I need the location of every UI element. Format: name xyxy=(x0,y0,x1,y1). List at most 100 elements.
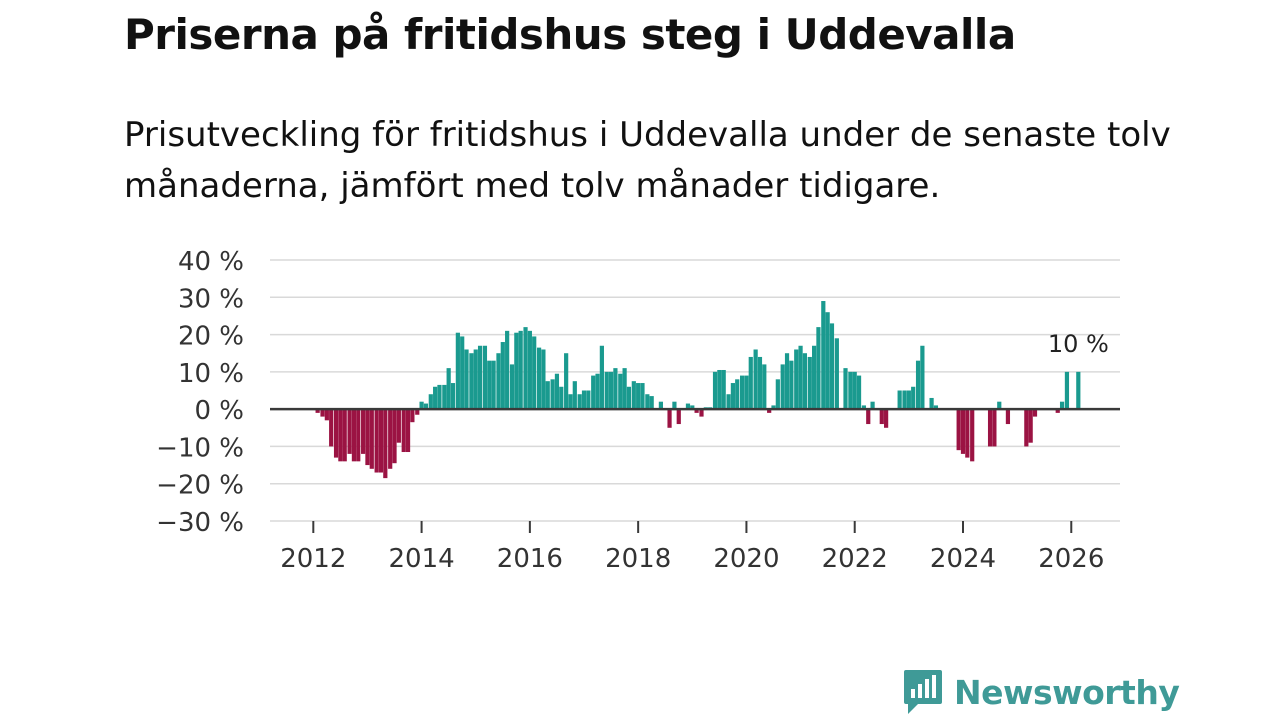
bar xyxy=(369,409,374,469)
bar xyxy=(383,409,388,479)
bar xyxy=(933,405,939,410)
bar xyxy=(613,368,618,410)
bar xyxy=(401,409,406,453)
brand-name: Newsworthy xyxy=(954,672,1180,712)
bar xyxy=(767,409,772,413)
bar xyxy=(1076,371,1081,410)
bar xyxy=(735,379,740,410)
bar xyxy=(1055,409,1060,413)
x-tick-label: 2014 xyxy=(389,544,455,574)
bar xyxy=(541,349,546,410)
bar xyxy=(604,371,609,410)
bar xyxy=(676,409,681,425)
bar xyxy=(374,409,379,473)
y-tick-label: −20 % xyxy=(156,471,244,501)
bar xyxy=(1028,409,1033,443)
bar xyxy=(852,371,857,410)
bar xyxy=(586,390,591,410)
bar xyxy=(500,342,505,410)
bar xyxy=(848,371,853,410)
bar xyxy=(423,403,429,410)
bar xyxy=(324,409,329,421)
bar xyxy=(550,379,555,410)
bar xyxy=(482,345,488,410)
newsworthy-logo-icon xyxy=(904,670,942,714)
bar xyxy=(477,345,483,410)
bar xyxy=(902,390,907,410)
bar xyxy=(460,336,465,410)
bar xyxy=(825,312,830,410)
bar xyxy=(775,379,780,410)
bar xyxy=(685,403,691,410)
bar xyxy=(396,409,401,443)
bar xyxy=(473,349,478,410)
bar xyxy=(491,360,496,410)
bar xyxy=(595,373,600,410)
y-tick-label: 30 % xyxy=(178,284,244,314)
bar xyxy=(812,345,817,410)
bar xyxy=(866,409,871,425)
bar xyxy=(884,409,889,428)
x-tick-label: 2026 xyxy=(1038,544,1104,574)
bar xyxy=(640,383,645,410)
bar xyxy=(351,409,357,462)
x-tick-label: 2024 xyxy=(930,544,996,574)
bar xyxy=(378,409,384,473)
bar xyxy=(699,409,704,417)
bar xyxy=(442,384,447,410)
bar xyxy=(906,390,911,410)
bar xyxy=(581,390,587,410)
y-tick-label: −10 % xyxy=(156,433,244,463)
bar xyxy=(649,396,654,410)
bar xyxy=(771,405,776,410)
bar xyxy=(514,332,519,410)
bar xyxy=(1005,409,1011,425)
bar xyxy=(690,405,695,410)
y-tick-label: −30 % xyxy=(156,508,244,538)
bar xyxy=(536,347,542,410)
bar xyxy=(554,373,560,410)
bar xyxy=(622,368,627,410)
bar xyxy=(672,401,677,410)
bar xyxy=(829,323,835,410)
bar xyxy=(879,409,884,425)
bar xyxy=(320,409,325,417)
y-tick-label: 20 % xyxy=(178,322,244,352)
bar xyxy=(618,373,623,410)
bar xyxy=(960,409,966,454)
bar xyxy=(450,383,456,410)
axes xyxy=(270,407,1120,533)
bar xyxy=(856,375,862,410)
bar xyxy=(834,338,839,410)
bar xyxy=(870,401,875,410)
bar xyxy=(568,394,573,410)
bar xyxy=(433,386,438,410)
bar xyxy=(636,383,641,410)
bar xyxy=(527,330,532,410)
bar xyxy=(338,409,343,462)
bar xyxy=(518,330,523,410)
bar xyxy=(992,409,997,447)
bar xyxy=(545,381,550,410)
bar xyxy=(816,327,821,410)
bar xyxy=(356,409,361,462)
bar xyxy=(997,401,1002,410)
x-tick-label: 2012 xyxy=(280,544,346,574)
bar xyxy=(897,390,902,410)
bar xyxy=(365,409,370,466)
bar xyxy=(1059,401,1065,410)
bar xyxy=(920,345,925,410)
bar xyxy=(789,360,794,410)
bar xyxy=(599,345,604,410)
brand-logo: Newsworthy xyxy=(902,668,1180,716)
y-tick-label: 40 % xyxy=(178,247,244,277)
bar xyxy=(419,401,424,410)
bar xyxy=(487,360,492,410)
bar xyxy=(405,409,411,453)
bar xyxy=(802,353,808,410)
bar xyxy=(757,356,763,410)
bar xyxy=(911,386,916,410)
bar xyxy=(415,409,420,415)
chart-subtitle: Prisutveckling för fritidshus i Uddevall… xyxy=(124,115,1171,206)
bar xyxy=(361,409,366,454)
